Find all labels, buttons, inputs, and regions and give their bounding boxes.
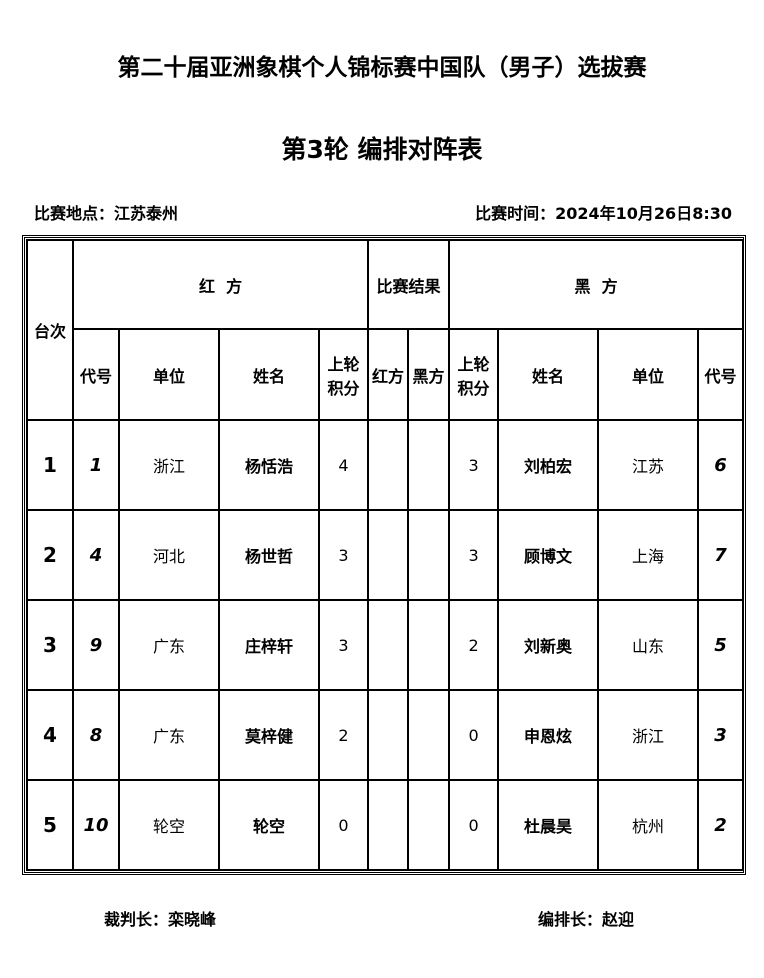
cell-bunit: 江苏 bbox=[597, 419, 700, 511]
cell-result-black bbox=[407, 779, 451, 871]
cell-rcode: 8 bbox=[72, 689, 120, 781]
cell-rname: 杨恬浩 bbox=[218, 419, 320, 511]
table-row: 2 4 河北 杨世哲 3 3 顾博文 上海 7 bbox=[26, 509, 745, 601]
round-title: 第3轮 编排对阵表 bbox=[281, 135, 483, 164]
cell-rname: 杨世哲 bbox=[218, 509, 320, 601]
header-red-prev: 上轮积分 bbox=[317, 328, 370, 421]
cell-runit: 广东 bbox=[118, 689, 220, 781]
cell-rcode: 4 bbox=[72, 509, 120, 601]
cell-result-red bbox=[367, 599, 410, 691]
cell-bscore: 3 bbox=[448, 419, 500, 511]
table-row: 4 8 广东 莫梓健 2 0 申恩炫 浙江 3 bbox=[26, 689, 745, 781]
cell-result-black bbox=[407, 599, 451, 691]
cell-runit: 浙江 bbox=[118, 419, 220, 511]
cell-bscore: 0 bbox=[448, 689, 500, 781]
pairing-table: 台次 红 方 比赛结果 黑 方 代号 单位 姓名 上轮积分 红方 黑方 上轮积分… bbox=[22, 235, 746, 875]
cell-rname: 轮空 bbox=[218, 779, 320, 871]
location: 比赛地点：江苏泰州 bbox=[34, 204, 179, 223]
header-red-name: 姓名 bbox=[218, 328, 320, 421]
cell-rcode: 9 bbox=[72, 599, 120, 691]
cell-bcode: 5 bbox=[697, 599, 745, 691]
cell-bname: 刘柏宏 bbox=[497, 419, 600, 511]
cell-board: 1 bbox=[26, 419, 74, 511]
cell-rcode: 1 bbox=[72, 419, 120, 511]
cell-bscore: 3 bbox=[448, 509, 500, 601]
header-black: 黑 方 bbox=[448, 239, 745, 330]
cell-result-red bbox=[367, 689, 410, 781]
cell-runit: 广东 bbox=[118, 599, 220, 691]
cell-bcode: 2 bbox=[697, 779, 745, 871]
header-board: 台次 bbox=[26, 239, 74, 421]
cell-bcode: 6 bbox=[697, 419, 745, 511]
cell-bname: 申恩炫 bbox=[497, 689, 600, 781]
cell-rscore: 3 bbox=[317, 599, 370, 691]
header-result: 比赛结果 bbox=[367, 239, 451, 330]
cell-bname: 顾博文 bbox=[497, 509, 600, 601]
header-red-unit: 单位 bbox=[118, 328, 220, 421]
match-time: 比赛时间：2024年10月26日8:30 bbox=[475, 204, 732, 223]
cell-bscore: 0 bbox=[448, 779, 500, 871]
header-black-unit: 单位 bbox=[597, 328, 700, 421]
cell-rcode: 10 bbox=[72, 779, 120, 871]
cell-result-black bbox=[407, 509, 451, 601]
cell-result-red bbox=[367, 509, 410, 601]
cell-board: 4 bbox=[26, 689, 74, 781]
cell-runit: 河北 bbox=[118, 509, 220, 601]
cell-rscore: 3 bbox=[317, 509, 370, 601]
cell-bscore: 2 bbox=[448, 599, 500, 691]
cell-rscore: 2 bbox=[317, 689, 370, 781]
cell-result-red bbox=[367, 419, 410, 511]
cell-rscore: 0 bbox=[317, 779, 370, 871]
header-red-code: 代号 bbox=[72, 328, 120, 421]
header-black-name: 姓名 bbox=[497, 328, 600, 421]
cell-bname: 杜晨昊 bbox=[497, 779, 600, 871]
header-result-black: 黑方 bbox=[407, 328, 451, 421]
cell-bcode: 3 bbox=[697, 689, 745, 781]
cell-board: 5 bbox=[26, 779, 74, 871]
cell-runit: 轮空 bbox=[118, 779, 220, 871]
cell-board: 2 bbox=[26, 509, 74, 601]
table-row: 1 1 浙江 杨恬浩 4 3 刘柏宏 江苏 6 bbox=[26, 419, 745, 511]
cell-result-red bbox=[367, 779, 410, 871]
table-row: 3 9 广东 庄梓轩 3 2 刘新奥 山东 5 bbox=[26, 599, 745, 691]
cell-bunit: 杭州 bbox=[597, 779, 700, 871]
referee: 裁判长：栾晓峰 bbox=[104, 910, 217, 929]
cell-bcode: 7 bbox=[697, 509, 745, 601]
cell-bname: 刘新奥 bbox=[497, 599, 600, 691]
table-row: 5 10 轮空 轮空 0 0 杜晨昊 杭州 2 bbox=[26, 779, 745, 871]
cell-board: 3 bbox=[26, 599, 74, 691]
cell-result-black bbox=[407, 419, 451, 511]
cell-rname: 庄梓轩 bbox=[218, 599, 320, 691]
cell-bunit: 山东 bbox=[597, 599, 700, 691]
arranger: 编排长：赵迎 bbox=[538, 910, 635, 929]
cell-bunit: 上海 bbox=[597, 509, 700, 601]
cell-bunit: 浙江 bbox=[597, 689, 700, 781]
header-result-red: 红方 bbox=[367, 328, 410, 421]
header-red: 红 方 bbox=[71, 239, 370, 330]
cell-result-black bbox=[407, 689, 451, 781]
header-black-prev: 上轮积分 bbox=[448, 328, 500, 421]
header-black-code: 代号 bbox=[697, 328, 745, 421]
cell-rscore: 4 bbox=[317, 419, 370, 511]
cell-rname: 莫梓健 bbox=[218, 689, 320, 781]
page-title: 第二十届亚洲象棋个人锦标赛中国队（男子）选拔赛 bbox=[117, 55, 647, 81]
